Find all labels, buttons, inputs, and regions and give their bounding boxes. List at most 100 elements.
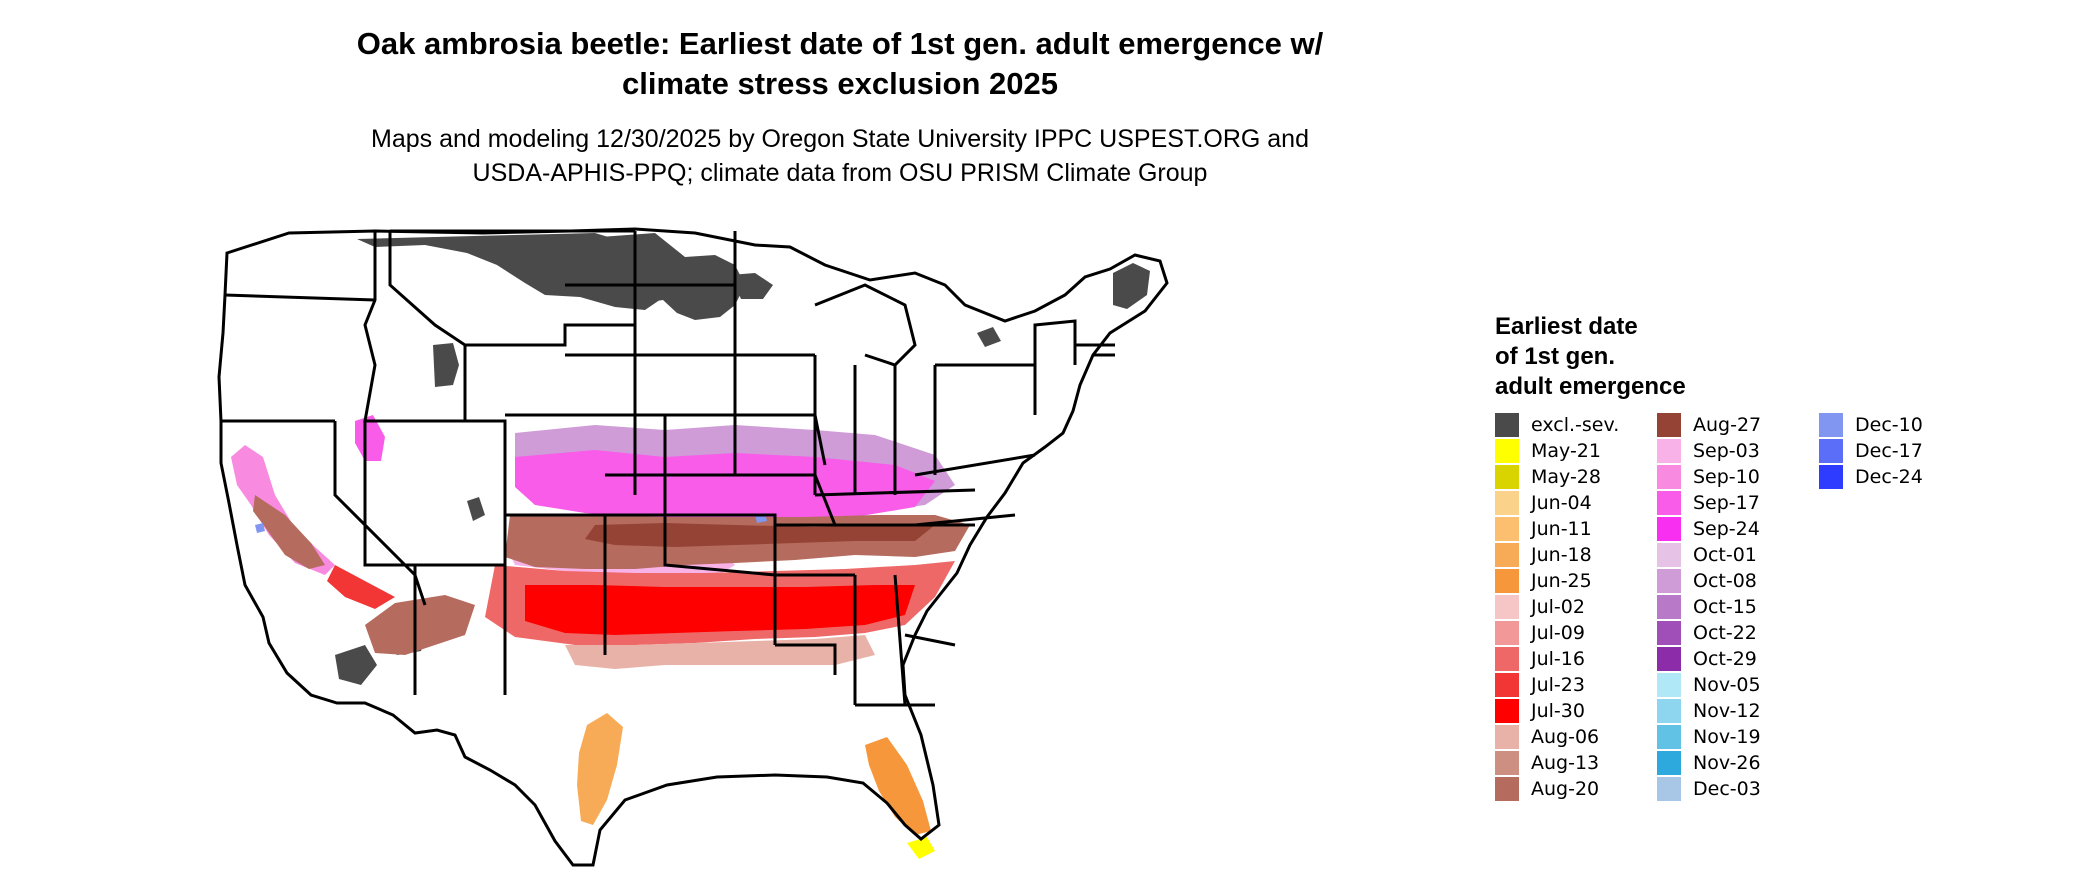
legend-label: Oct-01 bbox=[1693, 544, 1757, 566]
blue-cell-1 bbox=[255, 523, 265, 533]
legend-swatch bbox=[1657, 569, 1681, 593]
legend-swatch bbox=[1495, 413, 1519, 437]
legend-swatch bbox=[1657, 725, 1681, 749]
legend-item: Dec-24 bbox=[1819, 464, 1965, 490]
legend-item: Jul-02 bbox=[1495, 594, 1641, 620]
legend-label: Dec-17 bbox=[1855, 440, 1923, 462]
legend-label: Jul-16 bbox=[1531, 648, 1585, 670]
band-brown-az bbox=[365, 595, 475, 655]
legend-item: Sep-03 bbox=[1657, 438, 1803, 464]
legend-swatch bbox=[1495, 647, 1519, 671]
excluded-utah bbox=[467, 497, 485, 521]
map-legend: Earliest date of 1st gen. adult emergenc… bbox=[1495, 312, 2055, 812]
legend-item: May-28 bbox=[1495, 464, 1641, 490]
legend-swatch bbox=[1495, 751, 1519, 775]
legend-item: Jul-16 bbox=[1495, 646, 1641, 672]
legend-label: Jul-02 bbox=[1531, 596, 1585, 618]
excluded-az-south bbox=[335, 645, 377, 685]
legend-swatch bbox=[1657, 751, 1681, 775]
legend-swatch bbox=[1819, 413, 1843, 437]
legend-label: Dec-03 bbox=[1693, 778, 1761, 800]
legend-item: Nov-26 bbox=[1657, 750, 1803, 776]
border-michigan bbox=[814, 283, 917, 367]
legend-swatch bbox=[1495, 517, 1519, 541]
us-border bbox=[217, 227, 1169, 867]
legend-item: Sep-10 bbox=[1657, 464, 1803, 490]
legend-label: Sep-24 bbox=[1693, 518, 1760, 540]
legend-label: Nov-26 bbox=[1693, 752, 1761, 774]
map-subtitle-line-2: USDA-APHIS-PPQ; climate data from OSU PR… bbox=[472, 159, 1208, 187]
legend-swatch bbox=[1495, 699, 1519, 723]
legend-item: Jul-30 bbox=[1495, 698, 1641, 724]
legend-item: Jul-09 bbox=[1495, 620, 1641, 646]
legend-item: Nov-12 bbox=[1657, 698, 1803, 724]
map-title-line-1: Oak ambrosia beetle: Earliest date of 1s… bbox=[356, 26, 1324, 61]
border-mt-wy bbox=[390, 229, 635, 347]
legend-label: Aug-13 bbox=[1531, 752, 1600, 774]
legend-label: Nov-12 bbox=[1693, 700, 1761, 722]
band-brown-west bbox=[253, 495, 325, 569]
legend-label: Aug-20 bbox=[1531, 778, 1600, 800]
border-ga-fl bbox=[855, 633, 956, 707]
legend-item: Sep-24 bbox=[1657, 516, 1803, 542]
legend-label: May-21 bbox=[1531, 440, 1601, 462]
legend-item: Nov-19 bbox=[1657, 724, 1803, 750]
legend-swatch bbox=[1657, 517, 1681, 541]
legend-swatch bbox=[1657, 491, 1681, 515]
legend-label: Dec-10 bbox=[1855, 414, 1923, 436]
legend-label: Sep-10 bbox=[1693, 466, 1760, 488]
legend-item: Dec-03 bbox=[1657, 776, 1803, 802]
legend-swatch bbox=[1495, 777, 1519, 801]
legend-item: Jun-04 bbox=[1495, 490, 1641, 516]
map-title: Oak ambrosia beetle: Earliest date of 1s… bbox=[240, 24, 1440, 104]
legend-item: May-21 bbox=[1495, 438, 1641, 464]
legend-swatch bbox=[1495, 465, 1519, 489]
legend-title: Earliest date of 1st gen. adult emergenc… bbox=[1495, 312, 2055, 402]
legend-item: Nov-05 bbox=[1657, 672, 1803, 698]
border-la-ms bbox=[775, 574, 907, 706]
legend-column-2: Aug-27 Sep-03 Sep-10 Sep-17 Sep-24 Oct-01 Oct-… bbox=[1657, 412, 1803, 802]
legend-swatch bbox=[1657, 777, 1681, 801]
legend-swatch bbox=[1495, 595, 1519, 619]
legend-label: Sep-03 bbox=[1693, 440, 1760, 462]
legend-label: Dec-24 bbox=[1855, 466, 1923, 488]
legend-label: Nov-05 bbox=[1693, 674, 1761, 696]
border-new-england bbox=[1033, 319, 1115, 365]
legend-item: Oct-15 bbox=[1657, 594, 1803, 620]
legend-item: Aug-27 bbox=[1657, 412, 1803, 438]
legend-item: Oct-29 bbox=[1657, 646, 1803, 672]
border-ut-az bbox=[363, 419, 507, 567]
legend-swatch bbox=[1657, 673, 1681, 697]
legend-title-line-1: Earliest date bbox=[1495, 313, 1638, 340]
legend-item: Oct-01 bbox=[1657, 542, 1803, 568]
legend-label: excl.-sev. bbox=[1531, 414, 1620, 436]
border-wa-or bbox=[224, 293, 376, 302]
legend-swatch bbox=[1495, 543, 1519, 567]
legend-label: May-28 bbox=[1531, 466, 1601, 488]
excluded-new-england bbox=[1113, 263, 1150, 309]
excluded-wyoming bbox=[433, 343, 459, 387]
legend-label: Oct-29 bbox=[1693, 648, 1757, 670]
map-title-line-2: climate stress exclusion 2025 bbox=[622, 66, 1058, 101]
band-red-west bbox=[327, 565, 395, 609]
region-florida-tip-yellow bbox=[907, 837, 935, 859]
border-ks-ok bbox=[605, 473, 777, 575]
legend-item: Oct-08 bbox=[1657, 568, 1803, 594]
legend-column-1: excl.-sev. May-21 May-28 Jun-04 Jun-11 Jun-18… bbox=[1495, 412, 1641, 802]
legend-label: Jul-23 bbox=[1531, 674, 1585, 696]
legend-column-3: Dec-10 Dec-17 Dec-24 bbox=[1819, 412, 1965, 802]
legend-swatch bbox=[1819, 439, 1843, 463]
legend-item: excl.-sev. bbox=[1495, 412, 1641, 438]
map-subtitle: Maps and modeling 12/30/2025 by Oregon S… bbox=[240, 122, 1440, 190]
border-nd-sd bbox=[565, 283, 735, 417]
legend-swatch bbox=[1495, 673, 1519, 697]
legend-swatch bbox=[1495, 725, 1519, 749]
legend-label: Jun-18 bbox=[1531, 544, 1592, 566]
legend-swatch bbox=[1819, 465, 1843, 489]
legend-swatch bbox=[1495, 491, 1519, 515]
legend-swatch bbox=[1657, 543, 1681, 567]
legend-label: Jul-09 bbox=[1531, 622, 1585, 644]
border-ca-nv bbox=[333, 421, 427, 606]
legend-swatch bbox=[1657, 439, 1681, 463]
legend-label: Aug-06 bbox=[1531, 726, 1600, 748]
